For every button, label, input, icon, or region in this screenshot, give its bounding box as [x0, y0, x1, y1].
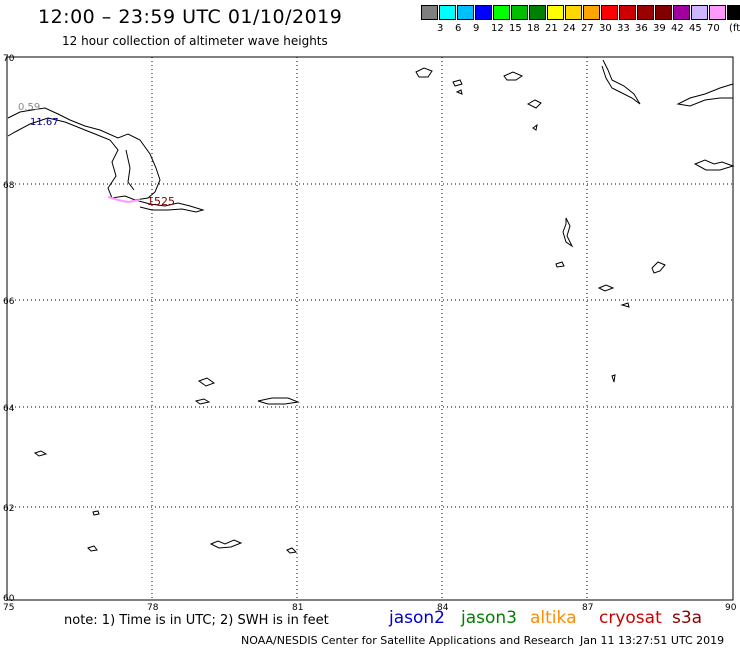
map-subtitle: 12 hour collection of altimeter wave hei…: [62, 34, 328, 48]
legend-swatch: [493, 5, 510, 20]
legend-tick-label: 70: [707, 23, 720, 34]
legend-swatch: [619, 5, 636, 20]
satellite-s3a: s3a: [672, 608, 703, 628]
lon-label-87: 87: [582, 603, 593, 613]
lat-label-66: 66: [3, 297, 15, 307]
legend-tick-label: 15: [509, 23, 522, 34]
island-5: [532, 123, 538, 131]
mainland-coast: [7, 107, 161, 201]
lon-label-78: 78: [147, 603, 159, 613]
legend-swatch: [637, 5, 654, 20]
agency-credit: NOAA/NESDIS Center for Satellite Applica…: [241, 634, 575, 647]
legend-tick-label: 36: [635, 23, 648, 34]
island-11: [620, 302, 630, 308]
legend-tick-label: 39: [653, 23, 666, 34]
legend-tick-label: 6: [455, 23, 462, 34]
island-9: [651, 261, 666, 274]
wave-height-legend: [421, 5, 740, 20]
island-18: [87, 545, 98, 552]
satellite-jason3: jason3: [461, 608, 517, 628]
lon-label-75: 75: [3, 603, 14, 613]
altimeter-track-segment: [107, 196, 141, 204]
map-title: 12:00 – 23:59 UTC 01/10/2019: [38, 6, 343, 28]
island-2: [452, 79, 463, 87]
island-4: [526, 99, 542, 109]
island-8: [555, 261, 565, 268]
legend-swatch: [601, 5, 618, 20]
legend-tick-label: 27: [581, 23, 594, 34]
legend-swatch: [439, 5, 456, 20]
island-6: [455, 89, 463, 95]
legend-swatch: [727, 5, 740, 20]
legend-swatch: [421, 5, 438, 20]
island-12: [611, 374, 616, 383]
legend-swatch: [475, 5, 492, 20]
northeast-land: [676, 83, 734, 107]
track-label-0-59: 0.59: [18, 102, 40, 113]
track-label-11-67: 11.67: [30, 117, 59, 128]
legend-swatch: [529, 5, 546, 20]
coastlines: [7, 59, 735, 554]
legend-swatch: [565, 5, 582, 20]
legend-swatch: [457, 5, 474, 20]
legend-swatch: [673, 5, 690, 20]
legend-tick-label: 42: [671, 23, 684, 34]
map-frame: [6, 56, 734, 601]
satellite-cryosat: cryosat: [599, 608, 662, 628]
island-14: [194, 398, 211, 405]
legend-swatch: [583, 5, 600, 20]
lat-label-62: 62: [3, 504, 14, 514]
island-19: [209, 539, 243, 549]
island-13: [197, 377, 216, 387]
legend-unit: (ft): [729, 23, 740, 34]
lat-label-70: 70: [3, 54, 15, 64]
island-15: [257, 397, 300, 405]
generation-timestamp: Jan 11 13:27:51 UTC 2019: [580, 634, 725, 647]
legend-tick-label: 9: [473, 23, 480, 34]
legend-swatch: [709, 5, 726, 20]
east-islets: [693, 159, 735, 171]
grid-lines: [7, 57, 733, 600]
island-10: [597, 284, 615, 292]
island-1: [415, 67, 433, 78]
island-20: [286, 547, 298, 554]
legend-tick-label: 45: [689, 23, 702, 34]
track-label-1525: 1525: [147, 195, 175, 208]
legend-swatch: [511, 5, 528, 20]
island-7: [562, 217, 574, 248]
lat-label-68: 68: [3, 181, 15, 191]
satellite-jason2: jason2: [389, 608, 445, 628]
island-3: [503, 71, 524, 81]
lat-label-64: 64: [3, 404, 15, 414]
legend-swatch: [547, 5, 564, 20]
inner-bay: [125, 149, 135, 191]
lon-label-90: 90: [725, 603, 737, 613]
island-17: [92, 510, 100, 516]
legend-tick-label: 33: [617, 23, 630, 34]
legend-swatch: [691, 5, 708, 20]
lon-label-84: 84: [437, 603, 449, 613]
legend-swatch: [655, 5, 672, 20]
legend-tick-label: 3: [437, 23, 444, 34]
satellite-altika: altika: [530, 608, 577, 628]
longitude-labels: 75 78 81 84 87 90: [3, 603, 737, 613]
island-16: [33, 450, 48, 457]
footer-note: note: 1) Time is in UTC; 2) SWH is in fe…: [64, 613, 329, 628]
legend-tick-label: 21: [545, 23, 558, 34]
legend-tick-label: 18: [527, 23, 540, 34]
lat-label-60: 60: [3, 594, 15, 604]
legend-tick-label: 12: [491, 23, 504, 34]
latitude-labels: 70 68 66 64 62 60: [3, 54, 15, 604]
peninsula-tip: [134, 199, 205, 213]
legend-tick-label: 24: [563, 23, 576, 34]
legend-tick-label: 30: [599, 23, 612, 34]
northeast-coast: [601, 59, 641, 105]
lon-label-81: 81: [292, 603, 303, 613]
